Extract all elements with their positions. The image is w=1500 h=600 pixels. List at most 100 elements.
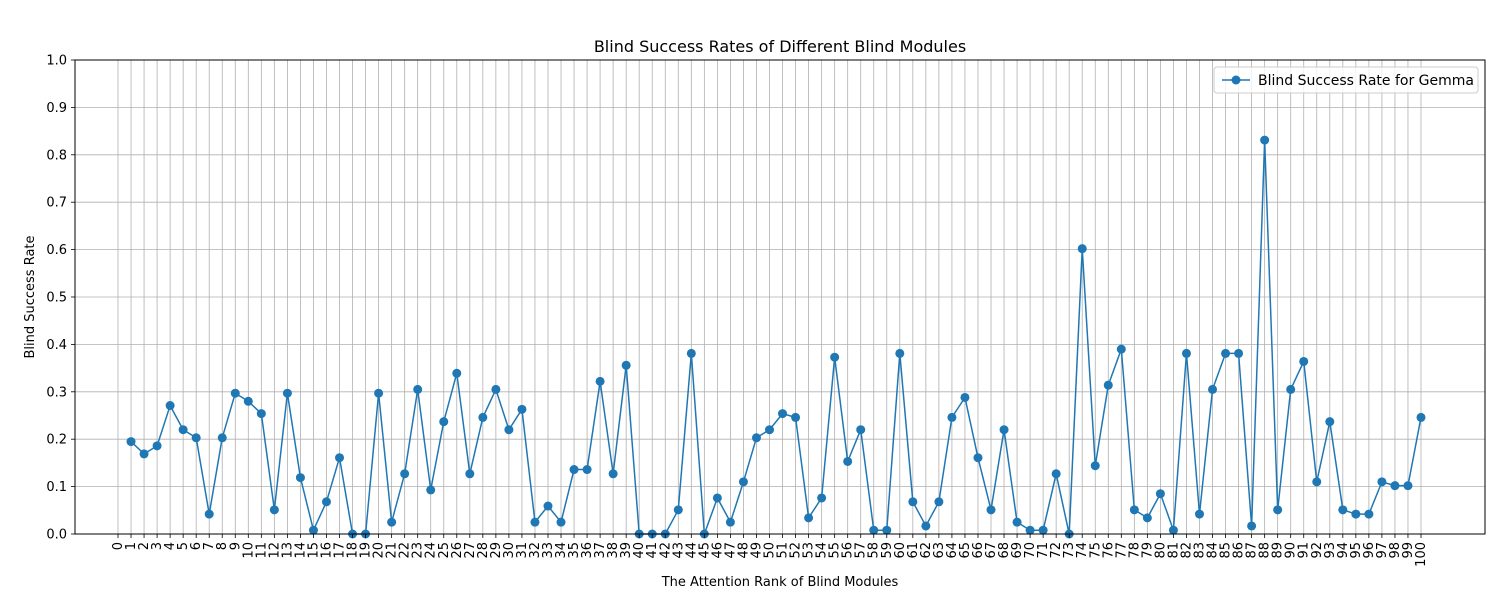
x-tick-label: 58 bbox=[867, 542, 882, 559]
y-tick-label: 0.3 bbox=[46, 385, 67, 400]
x-tick-label: 16 bbox=[319, 542, 334, 559]
x-tick-label: 87 bbox=[1245, 542, 1260, 559]
data-point bbox=[504, 425, 514, 435]
data-point bbox=[595, 376, 605, 386]
x-tick-label: 49 bbox=[749, 542, 764, 559]
data-point bbox=[960, 392, 970, 402]
x-tick-label: 86 bbox=[1232, 542, 1247, 559]
data-point bbox=[738, 477, 748, 487]
data-point bbox=[217, 433, 227, 443]
x-tick-label: 30 bbox=[502, 542, 517, 559]
data-point bbox=[1025, 525, 1035, 535]
data-point bbox=[335, 453, 345, 463]
data-point bbox=[308, 525, 318, 535]
x-tick-label: 98 bbox=[1388, 542, 1403, 559]
x-tick-label: 54 bbox=[815, 542, 830, 559]
x-tick-label: 45 bbox=[697, 542, 712, 559]
data-point bbox=[882, 525, 892, 535]
data-point bbox=[1403, 481, 1413, 491]
y-tick-label: 0.5 bbox=[46, 291, 67, 306]
data-point bbox=[517, 404, 527, 414]
data-point bbox=[751, 433, 761, 443]
y-tick-label: 0.9 bbox=[46, 101, 67, 116]
x-tick-label: 96 bbox=[1362, 542, 1377, 559]
data-point bbox=[778, 409, 788, 419]
x-tick-label: 48 bbox=[736, 542, 751, 559]
x-tick-label: 0 bbox=[111, 542, 126, 550]
data-point bbox=[1286, 384, 1296, 394]
data-point bbox=[830, 352, 840, 362]
x-tick-label: 11 bbox=[254, 542, 269, 559]
data-point bbox=[1260, 135, 1270, 145]
data-point bbox=[947, 412, 957, 422]
data-point bbox=[1077, 244, 1087, 254]
x-tick-label: 50 bbox=[763, 542, 778, 559]
data-point bbox=[1090, 461, 1100, 471]
x-tick-label: 76 bbox=[1101, 542, 1116, 559]
x-tick-label: 12 bbox=[267, 542, 282, 559]
data-point bbox=[400, 469, 410, 479]
data-point bbox=[1247, 521, 1257, 531]
x-tick-label: 82 bbox=[1179, 542, 1194, 559]
x-tick-label: 41 bbox=[645, 542, 660, 559]
data-point bbox=[256, 409, 266, 419]
x-tick-label: 4 bbox=[163, 542, 178, 550]
x-tick-label: 47 bbox=[723, 542, 738, 559]
data-point bbox=[1221, 348, 1231, 358]
x-tick-label: 71 bbox=[1036, 542, 1051, 559]
data-point bbox=[1155, 489, 1165, 499]
x-tick-label: 57 bbox=[854, 542, 869, 559]
chart-title: Blind Success Rates of Different Blind M… bbox=[594, 37, 966, 56]
x-tick-label: 29 bbox=[489, 542, 504, 559]
x-tick-label: 95 bbox=[1349, 542, 1364, 559]
data-point bbox=[999, 425, 1009, 435]
data-point bbox=[856, 425, 866, 435]
series-layer bbox=[126, 135, 1426, 539]
x-tick-label: 28 bbox=[476, 542, 491, 559]
x-tick-label: 100 bbox=[1414, 542, 1429, 567]
x-tick-label: 36 bbox=[580, 542, 595, 559]
y-tick-label: 0.8 bbox=[46, 148, 67, 163]
x-tick-label: 7 bbox=[202, 542, 217, 550]
x-tick-label: 10 bbox=[241, 542, 256, 559]
x-tick-label: 59 bbox=[880, 542, 895, 559]
x-tick-label: 40 bbox=[632, 542, 647, 559]
data-point bbox=[1377, 477, 1387, 487]
x-tick-label: 21 bbox=[385, 542, 400, 559]
data-point bbox=[1351, 509, 1361, 519]
x-tick-label: 75 bbox=[1088, 542, 1103, 559]
x-tick-label: 88 bbox=[1258, 542, 1273, 559]
data-point bbox=[269, 505, 279, 515]
data-point bbox=[126, 437, 136, 447]
x-tick-label: 24 bbox=[424, 542, 439, 559]
x-tick-label: 63 bbox=[932, 542, 947, 559]
data-point bbox=[1168, 525, 1178, 535]
y-tick-label: 0.6 bbox=[46, 243, 67, 258]
data-point bbox=[791, 412, 801, 422]
data-point bbox=[439, 417, 449, 427]
x-axis-ticks: 0123456789101112131415161718192021222324… bbox=[111, 534, 1429, 567]
x-tick-label: 8 bbox=[215, 542, 230, 550]
x-tick-label: 85 bbox=[1219, 542, 1234, 559]
data-point bbox=[569, 465, 579, 475]
x-tick-label: 27 bbox=[463, 542, 478, 559]
data-point bbox=[934, 497, 944, 507]
data-point bbox=[530, 517, 540, 527]
x-tick-label: 2 bbox=[137, 542, 152, 550]
x-tick-label: 77 bbox=[1114, 542, 1129, 559]
x-tick-label: 91 bbox=[1297, 542, 1312, 559]
data-point bbox=[895, 348, 905, 358]
x-axis-title: The Attention Rank of Blind Modules bbox=[661, 575, 899, 590]
x-tick-label: 32 bbox=[528, 542, 543, 559]
data-point bbox=[725, 517, 735, 527]
x-tick-label: 84 bbox=[1206, 542, 1221, 559]
x-tick-label: 70 bbox=[1023, 542, 1038, 559]
data-point bbox=[282, 388, 292, 398]
data-point bbox=[1299, 356, 1309, 366]
x-tick-label: 35 bbox=[567, 542, 582, 559]
x-tick-label: 79 bbox=[1140, 542, 1155, 559]
x-tick-label: 46 bbox=[710, 542, 725, 559]
x-tick-label: 17 bbox=[333, 542, 348, 559]
x-tick-label: 72 bbox=[1049, 542, 1064, 559]
data-point bbox=[1038, 525, 1048, 535]
